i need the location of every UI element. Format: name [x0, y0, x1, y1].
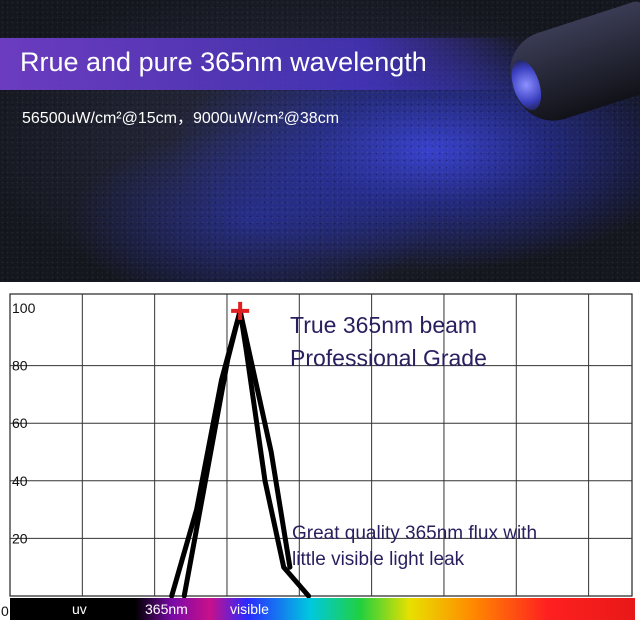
annotation-true-365nm: True 365nm beam [290, 312, 477, 338]
band-label-365nm: 365nm [145, 601, 188, 617]
annotation-great-quality: Great quality 365nm flux with [292, 523, 537, 544]
y-tick-100: 100 [12, 300, 36, 316]
annotation-professional-grade: Professional Grade [290, 345, 487, 371]
emission-curve [169, 308, 312, 599]
y-tick-60: 60 [12, 415, 28, 431]
peak-marker [231, 301, 250, 320]
y-tick-80: 80 [12, 358, 28, 374]
headline: Rrue and pure 365nm wavelength [20, 47, 427, 77]
spectrum-chart: 100 80 60 40 20 True 365nm beam Professional… [1, 293, 635, 620]
emission-curve-stroke-2 [181, 308, 312, 599]
band-label-uv: uv [72, 601, 87, 617]
y-tick-20: 20 [12, 530, 28, 546]
annotation-little-leak: little visible light leak [292, 549, 465, 570]
grid-lines [10, 294, 632, 596]
headline-banner [0, 38, 520, 90]
uv-beam-photo: Rrue and pure 365nm wavelength 56500uW/c… [0, 0, 640, 282]
y-tick-0: 0 [1, 603, 9, 619]
y-tick-labels: 100 80 60 40 20 [12, 300, 36, 546]
spectrum-band [10, 598, 635, 620]
band-label-visible: visible [230, 601, 269, 617]
plot-frame [9, 293, 633, 597]
irradiance-spec: 56500uW/cm²@15cm，9000uW/cm²@38cm [22, 110, 340, 127]
y-tick-40: 40 [12, 473, 28, 489]
